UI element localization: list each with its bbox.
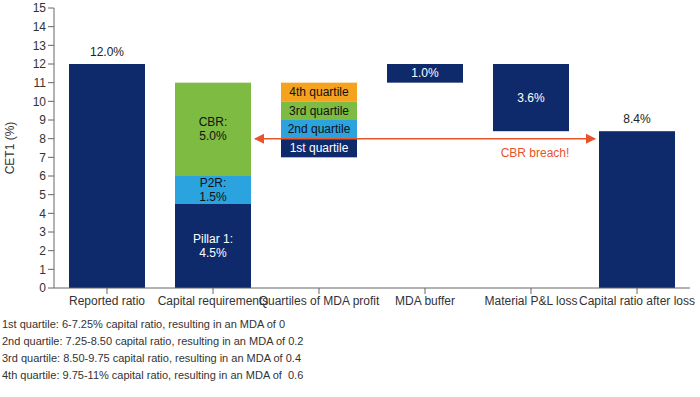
svg-text:8: 8 [39,132,46,146]
svg-text:15: 15 [33,1,47,15]
svg-text:Capital requirements: Capital requirements [158,294,269,308]
svg-text:6: 6 [39,169,46,183]
svg-text:5: 5 [39,188,46,202]
svg-text:1: 1 [39,263,46,277]
svg-text:1st quartile: 1st quartile [290,141,349,155]
svg-text:14: 14 [33,20,47,34]
svg-text:Quartiles of MDA profit: Quartiles of MDA profit [259,294,380,308]
svg-text:7: 7 [39,151,46,165]
svg-text:3.6%: 3.6% [517,91,545,105]
svg-text:Material P&L loss: Material P&L loss [485,294,578,308]
html-text:1st quartile: 6-7.25% capital: 1st quartile: 6-7.25% capital ratio, res… [2,318,286,330]
svg-text:2: 2 [39,244,46,258]
svg-text:12: 12 [33,57,47,71]
svg-text:4th quartile: 4th quartile [289,85,349,99]
svg-text:CBR:5.0%: CBR:5.0% [199,115,228,143]
svg-text:2nd quartile: 2nd quartile [288,122,351,136]
html-text:2nd quartile: 7.25-8.50 capita: 2nd quartile: 7.25-8.50 capital ratio, r… [2,335,304,347]
svg-text:CBR breach!: CBR breach! [501,146,570,160]
svg-text:P2R:1.5%: P2R:1.5% [199,176,227,204]
svg-text:8.4%: 8.4% [623,112,651,126]
html-text:3rd quartile: 8.50-9.75 capita: 3rd quartile: 8.50-9.75 capital ratio, r… [2,352,301,364]
svg-text:MDA buffer: MDA buffer [395,294,455,308]
svg-text:4: 4 [39,207,46,221]
svg-text:9: 9 [39,113,46,127]
svg-text:Reported ratio: Reported ratio [69,294,145,308]
svg-text:11: 11 [34,76,47,90]
svg-text:3: 3 [39,225,46,239]
svg-text:12.0%: 12.0% [90,45,124,59]
svg-text:CET1 (%): CET1 (%) [8,122,17,175]
svg-text:13: 13 [33,39,47,53]
svg-text:10: 10 [33,95,47,109]
svg-text:Capital ratio after loss: Capital ratio after loss [579,294,692,308]
svg-text:0: 0 [39,281,46,295]
html-text:4th quartile: 9.75-11% capital: 4th quartile: 9.75-11% capital ratio, re… [2,369,304,381]
svg-text:3rd quartile: 3rd quartile [289,104,349,118]
svg-text:1.0%: 1.0% [411,66,439,80]
svg-text:Pillar 1:4.5%: Pillar 1:4.5% [193,232,233,260]
